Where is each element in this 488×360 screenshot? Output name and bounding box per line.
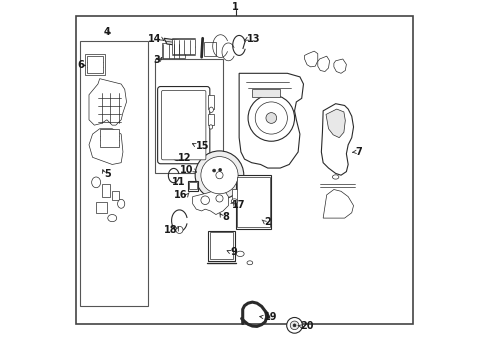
Bar: [87, 56, 103, 73]
Bar: [161, 43, 184, 58]
Polygon shape: [89, 129, 122, 165]
Polygon shape: [239, 73, 303, 168]
Polygon shape: [89, 79, 126, 125]
Circle shape: [216, 172, 223, 179]
Polygon shape: [325, 109, 345, 138]
Text: 6: 6: [78, 60, 84, 71]
Bar: [189, 182, 197, 189]
Text: 17: 17: [231, 200, 245, 210]
Bar: [187, 181, 198, 190]
Polygon shape: [321, 104, 353, 175]
Bar: [96, 202, 107, 213]
Bar: [207, 95, 214, 109]
Bar: [251, 89, 280, 96]
Circle shape: [286, 318, 302, 333]
Bar: [112, 191, 119, 200]
Ellipse shape: [209, 125, 212, 129]
Circle shape: [218, 168, 221, 171]
Bar: [172, 39, 195, 54]
Bar: [76, 16, 412, 324]
Ellipse shape: [236, 251, 244, 257]
Text: 2: 2: [264, 217, 270, 227]
Circle shape: [255, 102, 287, 134]
Bar: [235, 175, 271, 229]
Circle shape: [247, 95, 294, 141]
Ellipse shape: [107, 215, 117, 222]
Circle shape: [216, 195, 223, 202]
Text: 11: 11: [172, 177, 185, 186]
Polygon shape: [333, 59, 346, 73]
Polygon shape: [317, 56, 329, 72]
Circle shape: [212, 169, 215, 172]
Text: 18: 18: [163, 225, 177, 234]
Ellipse shape: [332, 175, 338, 179]
Polygon shape: [192, 189, 228, 215]
Bar: [80, 41, 148, 306]
Polygon shape: [304, 51, 317, 67]
Bar: [100, 130, 119, 147]
Text: 14: 14: [148, 34, 161, 44]
FancyBboxPatch shape: [161, 90, 205, 160]
Circle shape: [265, 113, 276, 123]
Circle shape: [195, 151, 244, 199]
FancyBboxPatch shape: [157, 86, 209, 164]
Bar: [155, 59, 223, 174]
Text: 5: 5: [104, 169, 111, 179]
Ellipse shape: [231, 199, 237, 204]
Circle shape: [292, 324, 295, 327]
Circle shape: [176, 226, 183, 234]
Bar: [237, 177, 269, 227]
Polygon shape: [164, 38, 195, 48]
Text: 19: 19: [264, 312, 277, 322]
Bar: [231, 189, 241, 200]
Text: 8: 8: [222, 212, 229, 222]
Ellipse shape: [246, 261, 252, 265]
Bar: [204, 42, 216, 56]
Bar: [85, 54, 105, 75]
Bar: [207, 231, 234, 261]
Text: 10: 10: [179, 165, 193, 175]
Circle shape: [201, 196, 209, 204]
Polygon shape: [323, 189, 353, 218]
Ellipse shape: [117, 199, 124, 208]
Text: 4: 4: [103, 27, 110, 37]
Text: 16: 16: [173, 190, 187, 200]
Circle shape: [290, 321, 298, 330]
Text: 3: 3: [153, 55, 160, 65]
Bar: [207, 114, 213, 125]
Text: 7: 7: [355, 147, 361, 157]
Bar: [209, 233, 233, 259]
Text: 1: 1: [232, 2, 239, 12]
Text: 20: 20: [300, 321, 313, 331]
Text: 9: 9: [230, 247, 237, 257]
Ellipse shape: [209, 107, 213, 112]
Text: 15: 15: [196, 140, 209, 150]
Ellipse shape: [91, 177, 101, 188]
Text: 13: 13: [246, 34, 260, 44]
Bar: [102, 184, 110, 197]
Text: 12: 12: [178, 153, 191, 163]
Circle shape: [201, 157, 238, 194]
